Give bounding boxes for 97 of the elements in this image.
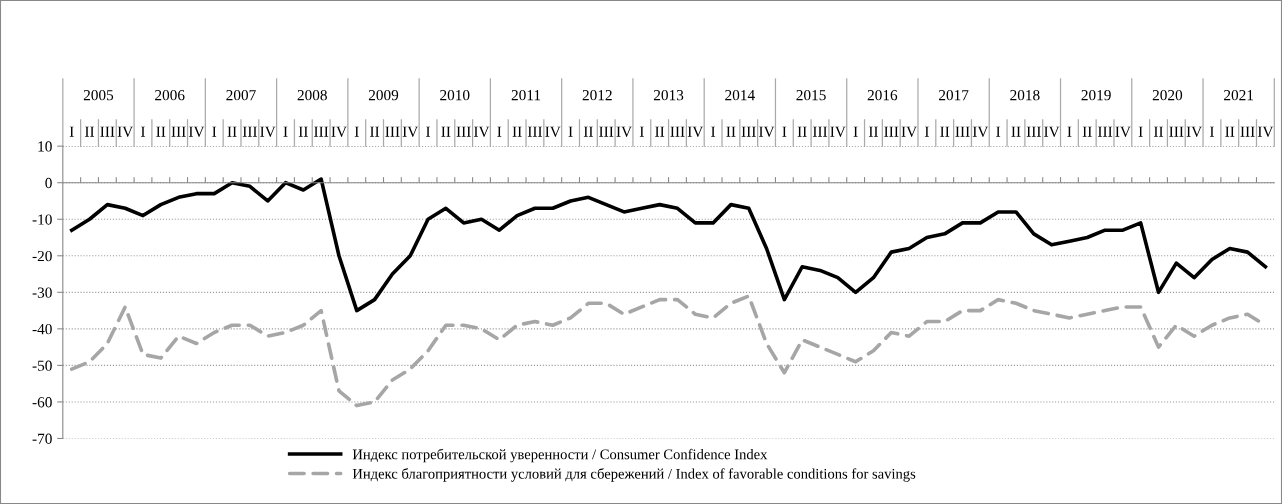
x-tick-label: II — [797, 126, 807, 137]
text: 2020 — [1152, 89, 1183, 101]
x-tick-label: I — [782, 126, 787, 137]
text: 2018 — [1010, 89, 1040, 101]
legend-label: Индекс потребительской уверенности / Consumer Confidence Index — [352, 448, 768, 463]
text: 2016 — [867, 89, 898, 101]
x-tick-label: III — [456, 126, 471, 137]
x-tick-label: III — [599, 126, 614, 137]
x-tick-label: II — [441, 126, 451, 137]
x-tick-label: III — [527, 126, 543, 137]
x-tick-label: IV — [830, 126, 846, 137]
y-tick-label: 10 — [38, 141, 52, 152]
x-tick-label: III — [741, 126, 756, 137]
x-tick-label: II — [726, 126, 736, 137]
x-tick-label: II — [868, 126, 878, 137]
x-tick-label: I — [426, 126, 431, 137]
y-tick-label: -10 — [32, 214, 52, 225]
line-series — [69, 177, 1268, 313]
x-tick-label: IV — [402, 126, 419, 137]
y-tick-label: -60 — [32, 397, 52, 408]
text: 2006 — [155, 89, 185, 101]
x-tick-label: IV — [1186, 126, 1203, 137]
x-tick-label: III — [955, 126, 970, 137]
x-tick-label: I — [497, 126, 502, 137]
x-tick-label: I — [924, 126, 929, 137]
x-tick-label: IV — [260, 126, 276, 137]
x-tick-label: I — [212, 126, 217, 137]
y-tick-label: -50 — [32, 360, 52, 371]
x-tick-label: II — [85, 126, 95, 137]
x-tick-label: IV — [545, 126, 561, 137]
x-tick-label: I — [853, 126, 858, 137]
x-tick-label: I — [141, 126, 145, 137]
x-tick-label: IV — [117, 126, 134, 137]
x-tick-label: II — [1153, 126, 1164, 137]
x-tick-label: III — [1169, 126, 1184, 137]
x-tick-label: I — [996, 126, 1001, 137]
text: 2010 — [440, 89, 470, 101]
x-tick-label: IV — [759, 126, 775, 137]
text: 2013 — [653, 89, 684, 101]
x-tick-label: III — [242, 126, 257, 137]
text: 2009 — [368, 89, 399, 101]
y-tick-label: -40 — [32, 324, 52, 335]
text: 2007 — [226, 89, 256, 101]
x-tick-label: IV — [473, 126, 490, 137]
x-tick-label: II — [655, 126, 665, 137]
x-tick-label: IV — [972, 126, 989, 137]
legend-label: Индекс благоприятности условий для сбережений / Index of favorable conditions for savings — [352, 468, 916, 482]
text: 2017 — [939, 89, 969, 101]
x-tick-label: IV — [1115, 126, 1131, 137]
x-tick-label: III — [100, 126, 115, 137]
x-tick-label: III — [1026, 126, 1041, 137]
x-tick-label: II — [298, 126, 308, 137]
x-tick-label: III — [812, 126, 828, 137]
x-tick-label: II — [227, 126, 237, 137]
x-tick-label: I — [1138, 126, 1143, 137]
y-tick-label: -70 — [32, 433, 52, 444]
y-tick-label: 0 — [45, 177, 52, 189]
x-tick-label: III — [1240, 126, 1255, 137]
x-tick-label: I — [639, 126, 644, 137]
text: 2011 — [511, 89, 541, 101]
y-tick-label: -20 — [32, 250, 52, 262]
x-tick-label: I — [711, 126, 716, 137]
x-tick-label: II — [370, 126, 380, 137]
x-tick-label: II — [1011, 126, 1021, 137]
text: 2015 — [796, 89, 826, 101]
x-tick-label: III — [884, 126, 899, 137]
x-tick-label: I — [283, 126, 288, 137]
text: 2019 — [1081, 89, 1111, 101]
text: 2012 — [582, 89, 612, 101]
x-tick-label: I — [568, 126, 573, 137]
x-tick-label: IV — [188, 126, 205, 137]
x-tick-label: IV — [616, 126, 632, 137]
x-tick-label: II — [1082, 126, 1092, 137]
text: 2008 — [297, 89, 327, 101]
text: 2005 — [83, 89, 114, 101]
x-tick-label: I — [354, 126, 359, 137]
x-tick-label: II — [940, 126, 950, 137]
x-tick-label: IV — [901, 126, 917, 137]
x-tick-label: I — [1209, 126, 1214, 137]
x-tick-label: III — [314, 126, 329, 137]
x-tick-label: IV — [1044, 126, 1060, 137]
text: 2021 — [1224, 89, 1254, 101]
x-tick-label: II — [512, 126, 522, 137]
x-tick-label: IV — [1257, 126, 1274, 137]
x-tick-label: II — [1225, 126, 1235, 137]
x-tick-label: III — [385, 126, 400, 137]
x-tick-label: I — [1067, 126, 1072, 137]
x-tick-label: III — [171, 126, 186, 137]
x-tick-label: IV — [331, 126, 347, 137]
x-tick-label: III — [670, 126, 685, 137]
x-tick-label: III — [1097, 126, 1113, 137]
y-tick-label: -30 — [32, 287, 52, 298]
x-tick-label: II — [583, 126, 593, 137]
x-tick-label: IV — [687, 126, 704, 137]
text: 2014 — [725, 89, 755, 101]
x-tick-label: I — [69, 126, 74, 137]
x-tick-label: II — [156, 126, 166, 137]
